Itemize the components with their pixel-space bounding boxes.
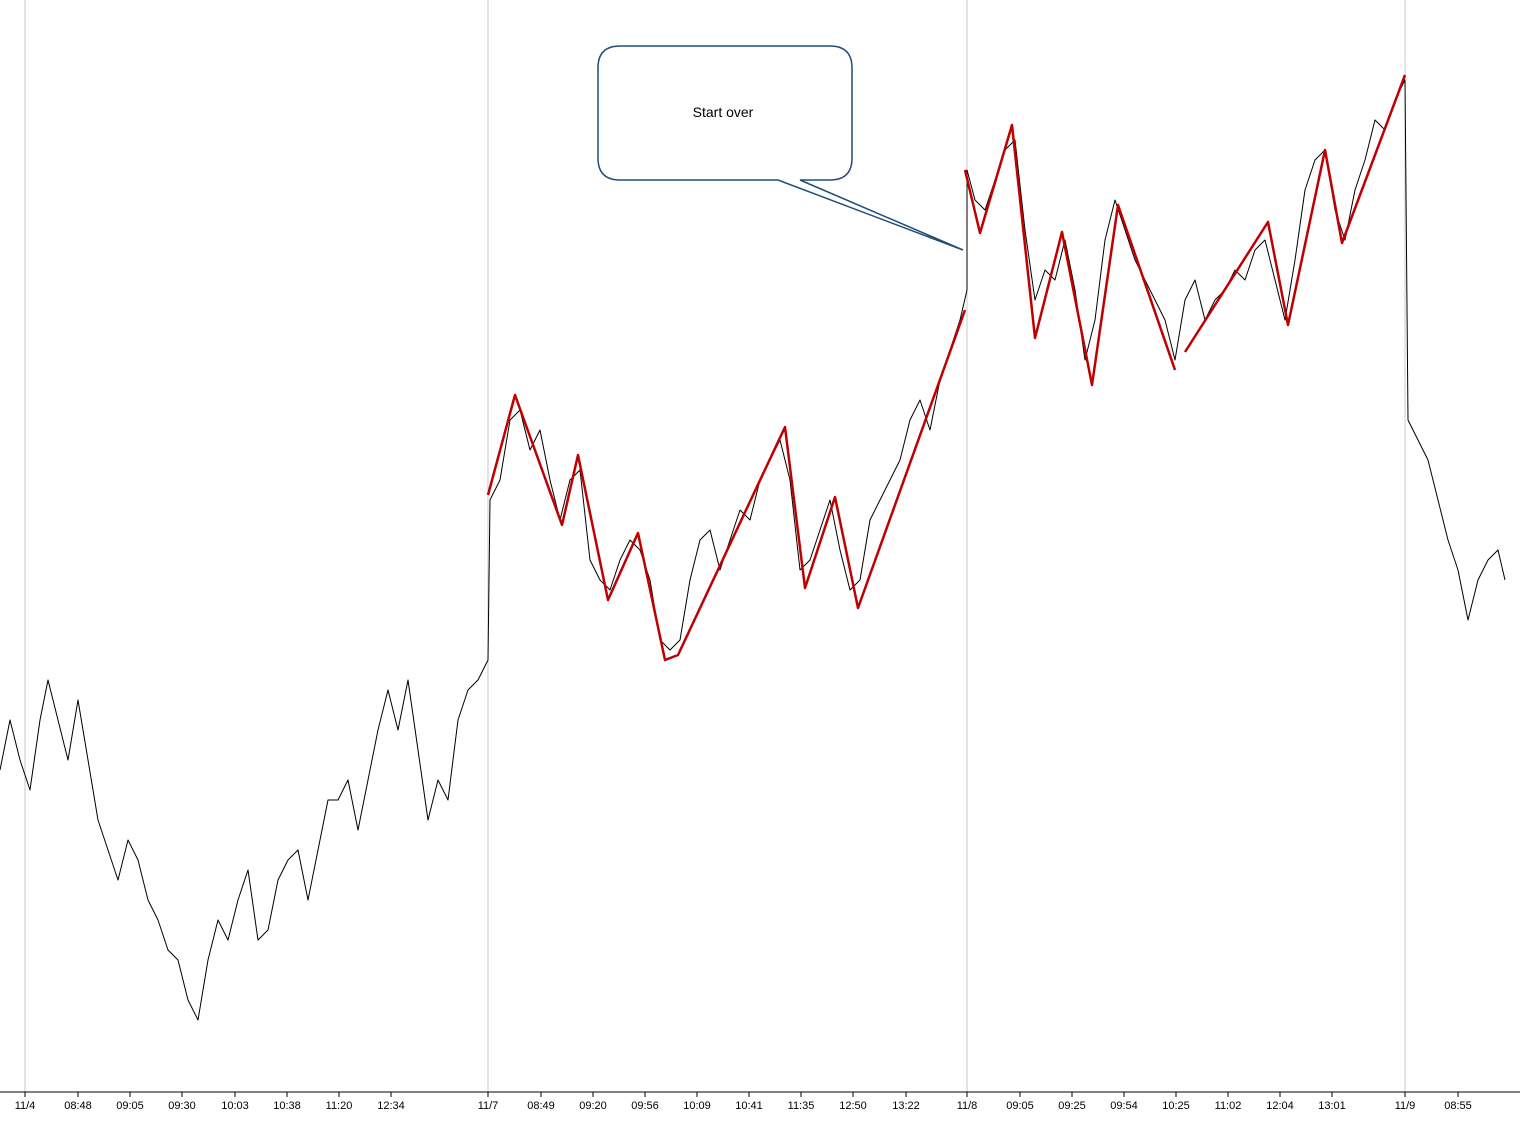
callout: Start over	[597, 45, 964, 251]
x-tick-label: 11/7	[478, 1100, 499, 1112]
x-tick-label: 10:41	[735, 1100, 763, 1112]
x-tick-label: 10:25	[1162, 1100, 1190, 1112]
x-tick-label: 10:03	[221, 1100, 249, 1112]
x-tick-label: 09:05	[116, 1100, 144, 1112]
x-tick-label: 12:04	[1266, 1100, 1294, 1112]
x-tick-label: 11/4	[15, 1100, 36, 1112]
x-tick-label: 11:20	[326, 1100, 353, 1112]
x-tick-label: 10:09	[683, 1100, 711, 1112]
x-tick-label: 09:56	[631, 1100, 659, 1112]
x-tick-label: 11/8	[957, 1100, 978, 1112]
x-tick-label: 13:22	[892, 1100, 920, 1112]
x-tick-label: 11:02	[1215, 1100, 1242, 1112]
zigzag-line	[486, 74, 1407, 662]
x-tick-label: 11:35	[788, 1100, 815, 1112]
x-tick-label: 13:01	[1318, 1100, 1346, 1112]
x-tick-label: 08:49	[527, 1100, 555, 1112]
x-tick-label: 09:20	[579, 1100, 607, 1112]
x-tick-label: 12:34	[377, 1100, 405, 1112]
x-tick-label: 11/9	[1395, 1100, 1416, 1112]
x-tick-label: 09:05	[1006, 1100, 1034, 1112]
x-tick-label: 09:30	[168, 1100, 196, 1112]
x-tick-label: 10:38	[273, 1100, 301, 1112]
x-tick-label: 08:48	[64, 1100, 92, 1112]
callout-shape	[597, 45, 964, 251]
x-tick-label: 09:25	[1058, 1100, 1086, 1112]
x-tick-label: 12:50	[839, 1100, 867, 1112]
series	[0, 74, 1506, 1021]
x-tick-label: 09:54	[1110, 1100, 1138, 1112]
callout-text: Start over	[693, 104, 754, 120]
x-axis: 11/4 08:48 09:05 09:30 10:03 10:38 11:20 12:34 1…	[0, 1091, 1520, 1112]
x-tick-label: 08:55	[1444, 1100, 1472, 1112]
